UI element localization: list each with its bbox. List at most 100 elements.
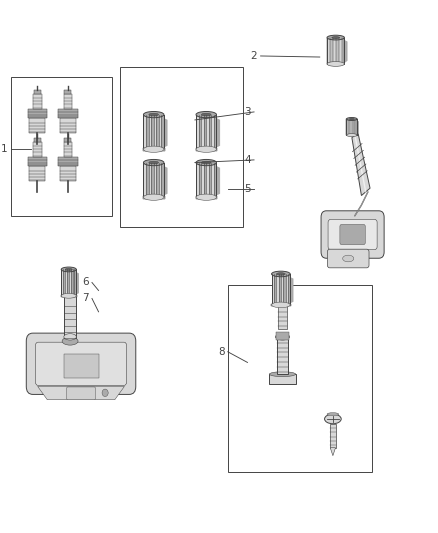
Ellipse shape	[327, 62, 344, 66]
Polygon shape	[216, 166, 220, 196]
Bar	[276, 274, 279, 304]
Bar	[201, 115, 204, 149]
Text: 8: 8	[218, 347, 225, 357]
Bar	[196, 115, 216, 149]
Bar	[286, 274, 288, 304]
Ellipse shape	[149, 161, 159, 164]
Bar	[146, 163, 148, 197]
Polygon shape	[164, 118, 167, 148]
FancyBboxPatch shape	[67, 387, 95, 400]
Ellipse shape	[149, 113, 159, 116]
Bar	[274, 274, 276, 304]
Bar	[212, 115, 214, 149]
Bar	[61, 269, 76, 296]
Bar	[201, 163, 204, 197]
Bar	[154, 115, 156, 149]
Ellipse shape	[201, 113, 211, 116]
Bar	[228, 285, 372, 472]
Bar	[346, 119, 357, 135]
Bar	[214, 115, 216, 149]
Bar	[143, 163, 164, 197]
Bar	[198, 115, 201, 149]
Ellipse shape	[327, 35, 344, 40]
Bar	[143, 115, 164, 149]
Ellipse shape	[272, 302, 290, 308]
Bar	[34, 90, 41, 94]
Polygon shape	[352, 133, 370, 196]
Bar	[206, 163, 209, 197]
Bar	[151, 115, 154, 149]
Bar	[73, 270, 74, 295]
Bar	[336, 38, 339, 63]
Bar	[327, 37, 344, 64]
Bar	[278, 305, 287, 329]
Bar	[198, 163, 201, 197]
Bar	[159, 163, 161, 197]
Bar	[209, 115, 212, 149]
Ellipse shape	[143, 111, 164, 118]
FancyBboxPatch shape	[328, 220, 377, 249]
Polygon shape	[76, 272, 79, 295]
Bar	[269, 374, 296, 384]
Ellipse shape	[196, 194, 216, 200]
Bar	[64, 94, 72, 109]
Ellipse shape	[350, 118, 354, 119]
FancyBboxPatch shape	[321, 211, 384, 258]
Bar	[272, 274, 290, 305]
Bar	[69, 270, 71, 295]
Bar	[29, 118, 45, 133]
Bar	[58, 109, 78, 118]
Bar	[64, 296, 76, 341]
Bar	[283, 274, 286, 304]
Bar	[28, 109, 47, 118]
Ellipse shape	[327, 413, 339, 416]
Bar	[161, 115, 164, 149]
Ellipse shape	[325, 414, 341, 424]
Bar	[348, 119, 350, 135]
FancyBboxPatch shape	[26, 333, 136, 394]
Bar	[204, 115, 206, 149]
Bar	[196, 163, 216, 197]
Bar	[272, 274, 274, 304]
Bar	[61, 295, 77, 297]
Bar	[143, 163, 164, 197]
Bar	[161, 163, 164, 197]
Bar	[195, 148, 217, 151]
Bar	[67, 270, 69, 295]
Bar	[146, 115, 148, 149]
Ellipse shape	[196, 146, 216, 152]
FancyBboxPatch shape	[340, 224, 365, 245]
Bar	[327, 37, 344, 64]
Bar	[288, 274, 290, 304]
Bar	[196, 163, 198, 197]
Bar	[330, 424, 336, 448]
Ellipse shape	[276, 334, 290, 340]
Bar	[353, 119, 355, 135]
Bar	[277, 337, 288, 374]
FancyBboxPatch shape	[35, 342, 127, 385]
Bar	[71, 270, 73, 295]
Circle shape	[102, 389, 108, 397]
Bar	[61, 269, 76, 296]
Bar	[271, 304, 291, 306]
Bar	[143, 163, 146, 197]
Bar	[154, 163, 156, 197]
Bar	[346, 119, 357, 135]
Polygon shape	[290, 277, 293, 303]
Bar	[63, 270, 65, 295]
Bar	[196, 115, 216, 149]
Bar	[61, 270, 63, 295]
Bar	[204, 163, 206, 197]
Bar	[196, 163, 216, 197]
Bar	[214, 163, 216, 197]
Bar	[156, 163, 159, 197]
Bar	[196, 115, 198, 149]
Ellipse shape	[196, 111, 216, 118]
Bar	[206, 115, 209, 149]
Ellipse shape	[196, 159, 216, 166]
Bar	[60, 118, 76, 133]
Bar	[330, 38, 333, 63]
Bar	[156, 115, 159, 149]
Bar	[327, 38, 330, 63]
Bar	[281, 274, 283, 304]
